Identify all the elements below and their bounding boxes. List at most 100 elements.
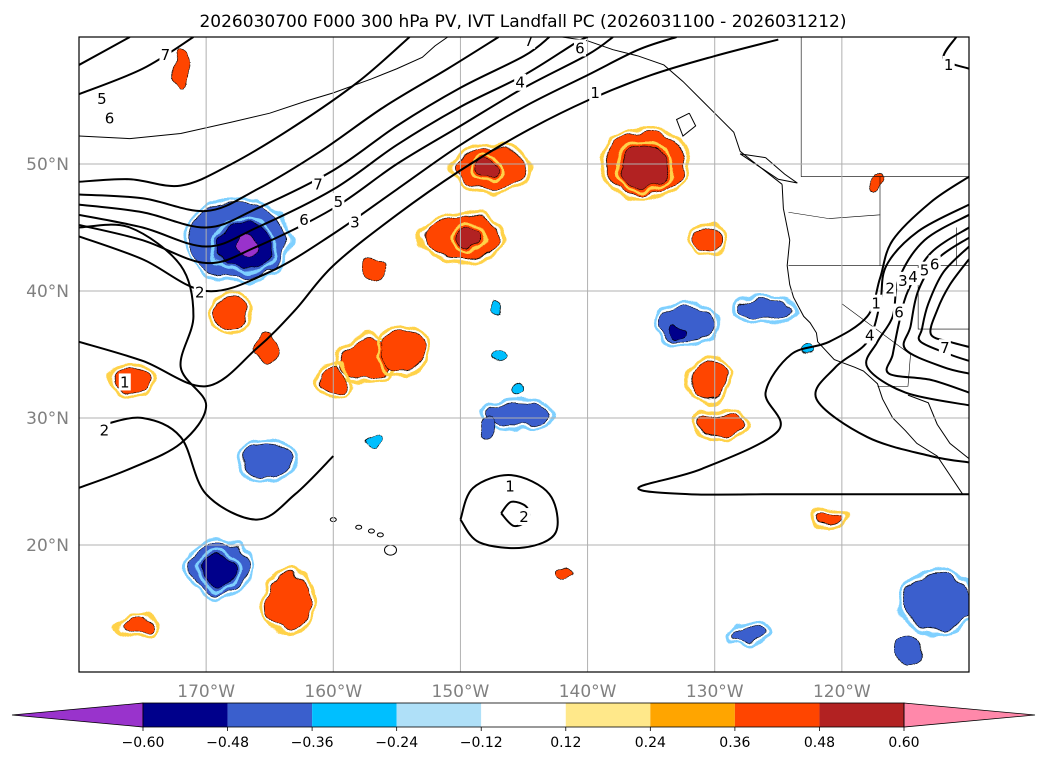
longitude-tick-labels: 170°W 160°W 150°W 140°W 130°W 120°W [177, 682, 871, 702]
coastline-segment [907, 394, 969, 460]
colorbar-tick-label: −0.48 [206, 735, 249, 751]
contour-label-mask [918, 261, 931, 279]
contour-label: 7 [313, 175, 323, 193]
longitude-tick-label: 130°W [686, 682, 744, 702]
contour-label-mask [504, 477, 517, 495]
pv-contour-line [79, 38, 779, 388]
pv-contour-line [79, 37, 131, 66]
contour-label: 4 [908, 268, 918, 286]
ivt-anomaly-blob [816, 511, 843, 525]
island-outline [367, 528, 375, 534]
contour-label-mask [312, 175, 325, 193]
contour-label: 1 [944, 56, 954, 74]
ivt-blob-fringe [184, 196, 292, 284]
contour-label: 6 [105, 109, 115, 127]
contour-label: 2 [100, 422, 110, 440]
ivt-anomaly-blob [364, 434, 384, 448]
pv-contour-line [79, 37, 589, 248]
state-border [877, 354, 911, 387]
pv-contour-line [865, 213, 969, 407]
contour-label-mask [193, 283, 206, 301]
ivt-blob-fringe [898, 568, 969, 636]
coastline-segment [781, 184, 964, 495]
contour-label-mask [523, 37, 536, 49]
ivt-blob-fringe [449, 222, 489, 254]
contour-label: 5 [334, 193, 344, 211]
ivt-anomaly-blob [119, 617, 154, 633]
contour-label-mask [95, 90, 108, 108]
colorbar-segment [143, 703, 228, 727]
contour-label-mask [942, 55, 955, 73]
pv-contour-line [104, 416, 334, 521]
contour-label-mask [514, 73, 527, 91]
contour-label: 4 [515, 74, 525, 92]
colorbar-extend-high [903, 702, 1036, 728]
colorbar-tick-label: 0.48 [804, 735, 835, 751]
pv-contour-line [79, 37, 411, 188]
ivt-blob-fringe [107, 362, 157, 397]
colorbar-frame [142, 702, 905, 728]
contour-label-mask [298, 210, 311, 228]
pv-contour-line [929, 258, 969, 348]
colorbar-segment [565, 703, 651, 727]
contour-label-mask [907, 268, 920, 286]
pv-contour-line [79, 37, 614, 265]
colorbar-segment [734, 703, 820, 727]
ivt-anomaly-blob [509, 383, 524, 395]
map-frame [78, 36, 970, 673]
ivt-anomaly-blob [690, 360, 727, 400]
latitude-tick-label: 20°N [26, 536, 69, 556]
contour-label-mask [98, 421, 111, 439]
ivt-anomaly-blob [896, 633, 920, 665]
pv-contour-line [79, 37, 551, 229]
pv-contour-line [79, 37, 677, 293]
contour-label-mask [938, 339, 951, 357]
contour-label: 1 [871, 295, 881, 313]
colorbar-tick-label: 0.36 [719, 735, 750, 751]
latitude-tick-label: 50°N [26, 155, 69, 175]
ivt-blob-fringe [210, 293, 253, 335]
ivt-anomaly-blob [671, 324, 688, 339]
ivt-anomaly-blob [870, 176, 885, 190]
contour-label: 1 [505, 478, 515, 496]
contour-label: 7 [161, 46, 171, 64]
ivt-anomaly-blob [658, 305, 716, 343]
colorbar-tick-label: −0.60 [122, 735, 165, 751]
coastline-segment [562, 37, 783, 185]
colorbar-segment [396, 703, 482, 727]
ivt-anomaly-blob [359, 257, 384, 282]
ivt-blob-fringe [260, 568, 318, 636]
ivt-blob-fringe [114, 611, 159, 639]
pv-contour-line [637, 175, 969, 496]
ivt-blob-fringe [479, 397, 557, 432]
contour-label-mask [103, 109, 116, 127]
colorbar-segment [227, 703, 313, 727]
contour-label: 6 [930, 255, 940, 273]
pv-contour-line [459, 474, 559, 550]
contour-label: 1 [590, 84, 600, 102]
ivt-anomaly-blob [619, 147, 671, 189]
ivt-blob-fringe [376, 322, 431, 377]
ivt-anomaly-blob [484, 402, 552, 426]
ivt-blob-fringe [653, 300, 721, 348]
gridlines [79, 37, 969, 672]
contour-label-mask [573, 39, 586, 57]
ivt-anomaly-blob [381, 327, 426, 372]
ivt-anomaly-blob [203, 554, 235, 586]
longitude-tick-label: 140°W [559, 682, 617, 702]
coastline-segment [739, 153, 798, 184]
ivt-anomaly-blob [174, 50, 188, 87]
contour-label-mask [928, 255, 941, 273]
ivt-blob-fringe [449, 143, 533, 195]
colorbar-segment [312, 703, 397, 727]
contour-label: 6 [575, 39, 585, 57]
contour-label: 6 [894, 304, 904, 322]
colorbar-extend-low [11, 702, 144, 728]
ivt-anomaly-blob [265, 573, 312, 631]
state-border [917, 265, 969, 330]
longitude-tick-label: 120°W [813, 682, 871, 702]
contour-label-mask [589, 83, 602, 101]
ivt-anomaly-blob [455, 227, 484, 249]
contour-label-mask [332, 193, 345, 211]
